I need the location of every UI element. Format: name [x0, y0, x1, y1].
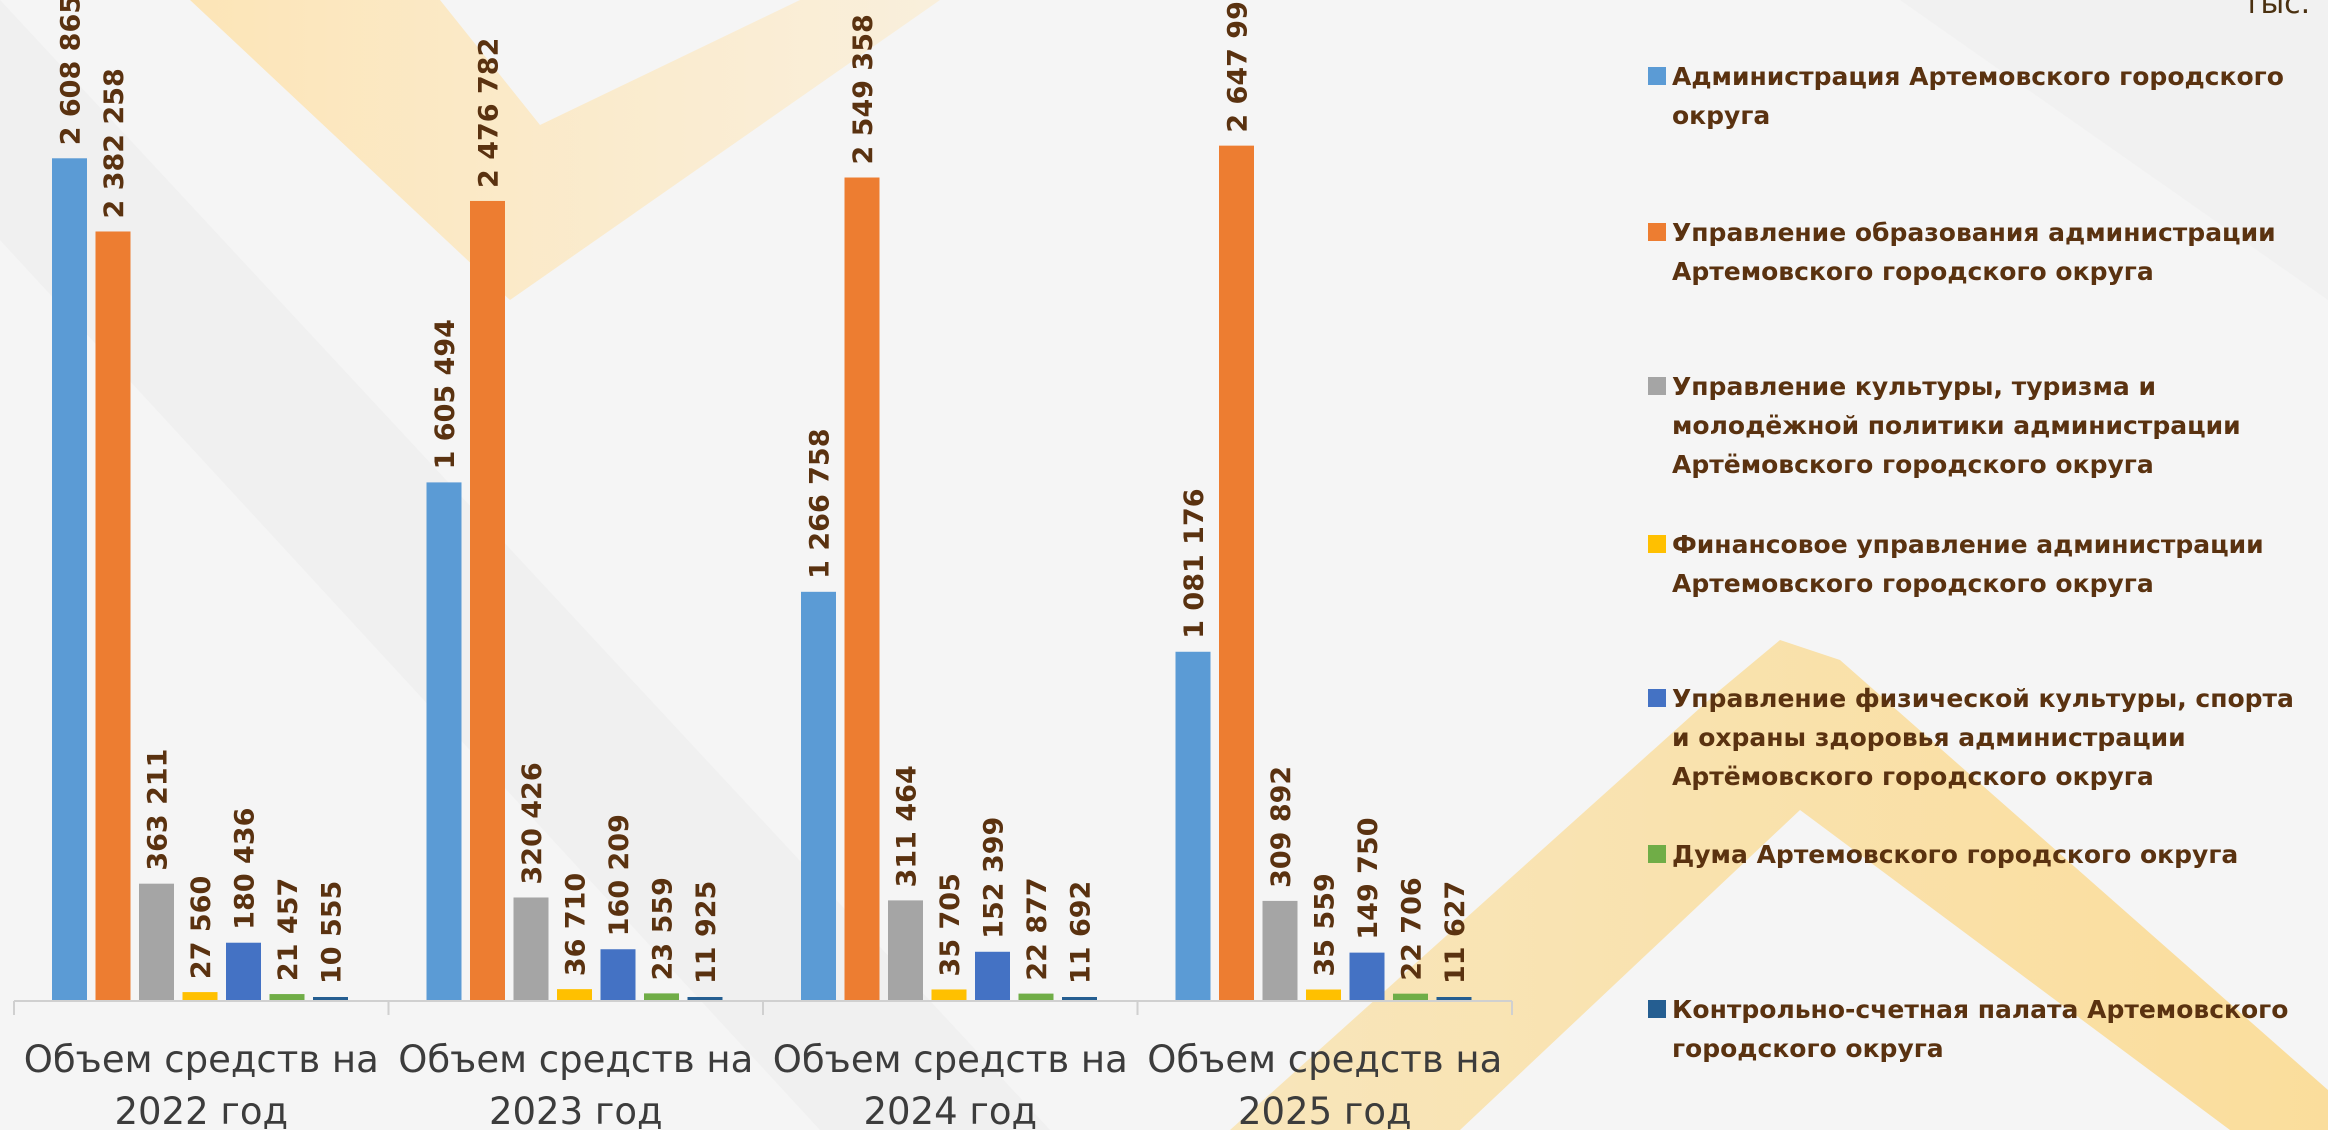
bar — [801, 591, 836, 1001]
bar — [226, 942, 261, 1001]
data-label: 36 710 — [561, 873, 592, 976]
data-label: 22 877 — [1022, 877, 1053, 980]
bar — [1018, 993, 1054, 1001]
data-label: 160 209 — [604, 814, 635, 936]
legend-item: Финансовое управление администрации Арте… — [1648, 528, 2320, 603]
data-label: 309 892 — [1266, 766, 1297, 888]
bar — [1349, 952, 1385, 1001]
legend-swatch — [1648, 845, 1666, 863]
data-label: 22 706 — [1397, 877, 1428, 980]
legend-label: Управление образования администрации Арт… — [1672, 218, 2276, 286]
data-label: 320 426 — [517, 762, 548, 884]
data-label: 10 555 — [317, 881, 348, 984]
bar — [1262, 900, 1298, 1001]
bar — [52, 158, 87, 1002]
data-label: 35 559 — [1310, 873, 1341, 976]
data-label: 2 647 997 — [1223, 0, 1254, 133]
bar-chart: 2 608 865 2 382 258 363 211 27 560 180 436 21… — [13, 0, 1513, 1130]
bar — [1219, 145, 1254, 1002]
data-label: 1 605 494 — [430, 319, 461, 469]
bar — [513, 897, 549, 1001]
data-label: 11 925 — [691, 881, 722, 984]
data-label: 11 692 — [1066, 881, 1097, 984]
data-label: 1 081 176 — [1179, 488, 1210, 638]
legend-swatch — [1648, 1000, 1666, 1018]
bar — [95, 231, 131, 1001]
category-label: Объем средств на 2025 год — [1147, 1038, 1502, 1130]
data-label: 21 457 — [273, 878, 304, 981]
data-label: 2 549 358 — [848, 14, 879, 164]
legend-item: Дума Артемовского городского округа — [1648, 838, 2320, 874]
unit-label: тыс. — [2243, 0, 2311, 21]
legend: Администрация Артемовского городского ок… — [1648, 0, 2328, 1130]
legend-label: Управление физической культуры, спорта и… — [1672, 684, 2294, 791]
bar — [888, 900, 923, 1001]
bar — [269, 994, 305, 1001]
legend-label: Контрольно-счетная палата Артемовского г… — [1672, 995, 2289, 1063]
data-label: 11 627 — [1440, 881, 1471, 984]
legend-item: Администрация Артемовского городского ок… — [1648, 60, 2320, 135]
legend-item: Управление образования администрации Арт… — [1648, 216, 2320, 291]
legend-label: Управление культуры, туризма и молодёжно… — [1672, 372, 2241, 479]
data-label: 149 750 — [1353, 818, 1384, 940]
data-label: 311 464 — [892, 765, 923, 887]
bar — [600, 949, 636, 1001]
data-label: 2 382 258 — [99, 68, 130, 218]
bar — [313, 997, 348, 1001]
bar — [139, 883, 174, 1001]
legend-swatch — [1648, 67, 1666, 85]
bar — [844, 177, 880, 1001]
data-label: 35 705 — [935, 873, 966, 976]
bar — [1393, 993, 1428, 1001]
data-label: 152 399 — [979, 817, 1010, 939]
legend-swatch — [1648, 377, 1666, 395]
category-label: Объем средств на 2023 год — [398, 1038, 753, 1130]
bar — [470, 200, 505, 1001]
bar — [1062, 997, 1097, 1001]
legend-label: Администрация Артемовского городского ок… — [1672, 62, 2284, 130]
legend-item: Контрольно-счетная палата Артемовского г… — [1648, 993, 2320, 1068]
bar — [687, 997, 723, 1001]
bar — [644, 993, 679, 1001]
category-label: Объем средств на 2024 год — [773, 1038, 1128, 1130]
data-label: 23 559 — [648, 877, 679, 980]
legend-swatch — [1648, 223, 1666, 241]
category-label: Объем средств на 2022 год — [24, 1038, 379, 1130]
data-label: 27 560 — [186, 876, 217, 979]
bar — [1306, 989, 1341, 1001]
bar — [1436, 997, 1472, 1001]
legend-swatch — [1648, 689, 1666, 707]
data-label: 363 211 — [143, 749, 174, 871]
bar — [182, 992, 218, 1001]
legend-label: Дума Артемовского городского округа — [1672, 840, 2239, 869]
bar — [557, 989, 592, 1001]
data-label: 180 436 — [230, 808, 261, 930]
legend-item: Управление культуры, туризма и молодёжно… — [1648, 370, 2320, 484]
legend-item: Управление физической культуры, спорта и… — [1648, 682, 2320, 796]
data-label: 2 608 865 — [56, 0, 87, 145]
bar — [1175, 651, 1211, 1001]
data-label: 1 266 758 — [805, 429, 836, 579]
legend-label: Финансовое управление администрации Арте… — [1672, 530, 2264, 598]
bar — [931, 989, 967, 1001]
data-label: 2 476 782 — [474, 38, 505, 188]
legend-swatch — [1648, 535, 1666, 553]
bar — [975, 951, 1010, 1001]
bar — [426, 482, 462, 1001]
